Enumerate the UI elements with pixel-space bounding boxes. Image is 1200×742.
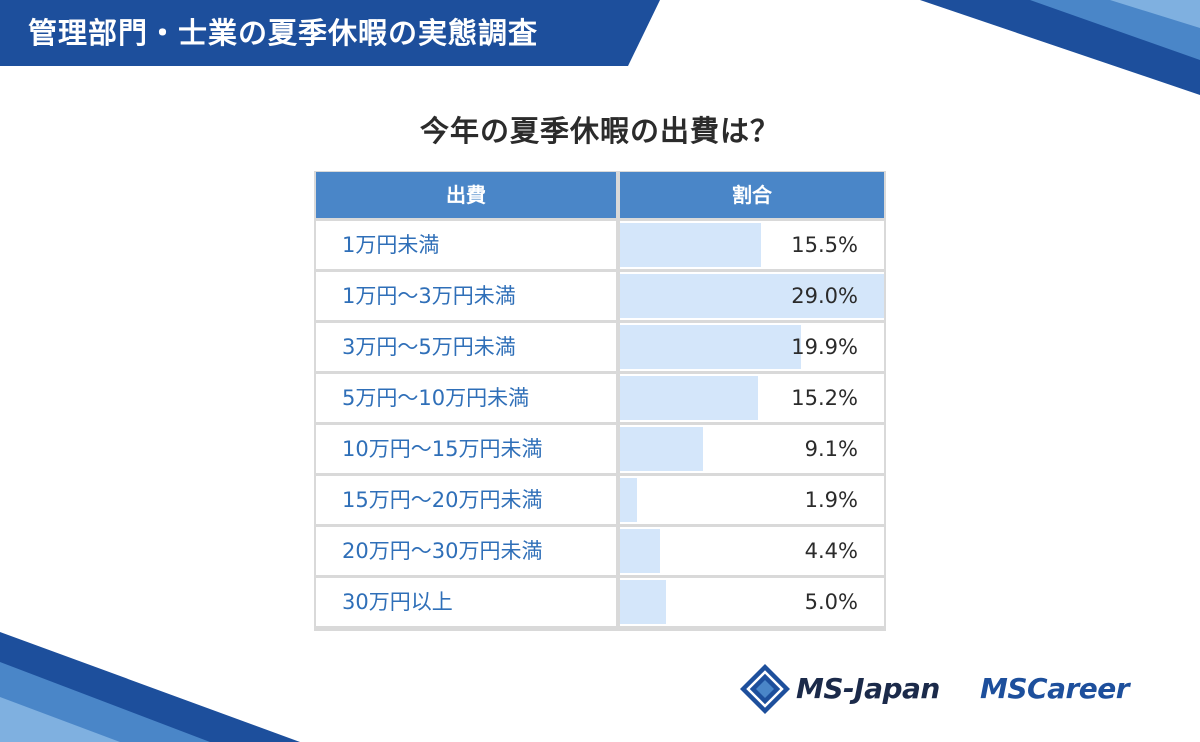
ratio-cell: 9.1% bbox=[620, 425, 884, 473]
table-row: 10万円〜15万円未満 9.1% bbox=[316, 425, 884, 473]
ratio-cell: 29.0% bbox=[620, 272, 884, 320]
ratio-bar bbox=[620, 478, 637, 522]
expense-label: 10万円〜15万円未満 bbox=[316, 425, 616, 473]
ratio-bar bbox=[620, 376, 758, 420]
header-band: 管理部門・士業の夏季休暇の実態調査 bbox=[0, 0, 660, 66]
ratio-value: 1.9% bbox=[804, 488, 858, 512]
ratio-value: 5.0% bbox=[804, 590, 858, 614]
ratio-value: 4.4% bbox=[804, 539, 858, 563]
table-row: 30万円以上 5.0% bbox=[316, 578, 884, 626]
table-row: 1万円未満 15.5% bbox=[316, 221, 884, 269]
ratio-bar bbox=[620, 580, 666, 624]
expense-label: 1万円未満 bbox=[316, 221, 616, 269]
table-row: 5万円〜10万円未満 15.2% bbox=[316, 374, 884, 422]
table-row: 1万円〜3万円未満 29.0% bbox=[316, 272, 884, 320]
table-row: 3万円〜5万円未満 19.9% bbox=[316, 323, 884, 371]
ratio-bar bbox=[620, 529, 660, 573]
header-band-shape bbox=[0, 0, 660, 66]
expense-label: 1万円〜3万円未満 bbox=[316, 272, 616, 320]
ratio-cell: 19.9% bbox=[620, 323, 884, 371]
header-ratio: 割合 bbox=[620, 172, 884, 218]
table-row: 20万円〜30万円未満 4.4% bbox=[316, 527, 884, 575]
ratio-cell: 15.5% bbox=[620, 221, 884, 269]
ms-japan-logo-icon bbox=[740, 664, 790, 714]
expense-label: 20万円〜30万円未満 bbox=[316, 527, 616, 575]
ratio-bar bbox=[620, 427, 703, 471]
top-right-stripes bbox=[920, 0, 1200, 95]
mscareer-logo-text: MSCareer bbox=[980, 672, 1130, 705]
ratio-value: 9.1% bbox=[804, 437, 858, 461]
expense-table: 出費 割合 1万円未満 15.5% 1万円〜3万円未満 29.0% 3万円〜5万円未満 1… bbox=[314, 171, 886, 631]
ratio-value: 19.9% bbox=[791, 335, 858, 359]
ratio-bar bbox=[620, 325, 801, 369]
ratio-value: 29.0% bbox=[791, 284, 858, 308]
expense-label: 30万円以上 bbox=[316, 578, 616, 626]
ratio-cell: 15.2% bbox=[620, 374, 884, 422]
ratio-value: 15.2% bbox=[791, 386, 858, 410]
ratio-bar bbox=[620, 223, 761, 267]
header-expense: 出費 bbox=[316, 172, 616, 218]
expense-label: 5万円〜10万円未満 bbox=[316, 374, 616, 422]
expense-label: 3万円〜5万円未満 bbox=[316, 323, 616, 371]
table-header: 出費 割合 bbox=[316, 172, 884, 218]
ratio-value: 15.5% bbox=[791, 233, 858, 257]
logo-area: MS-Japan MSCareer bbox=[740, 656, 1160, 716]
ratio-bar bbox=[620, 274, 884, 318]
ratio-cell: 1.9% bbox=[620, 476, 884, 524]
ratio-cell: 4.4% bbox=[620, 527, 884, 575]
header-title: 管理部門・士業の夏季休暇の実態調査 bbox=[28, 16, 539, 50]
table-row: 15万円〜20万円未満 1.9% bbox=[316, 476, 884, 524]
chart-title: 今年の夏季休暇の出費は？ bbox=[419, 114, 780, 148]
ms-japan-logo-text: MS-Japan bbox=[796, 672, 940, 705]
bottom-left-stripes bbox=[0, 632, 300, 742]
expense-label: 15万円〜20万円未満 bbox=[316, 476, 616, 524]
ratio-cell: 5.0% bbox=[620, 578, 884, 626]
